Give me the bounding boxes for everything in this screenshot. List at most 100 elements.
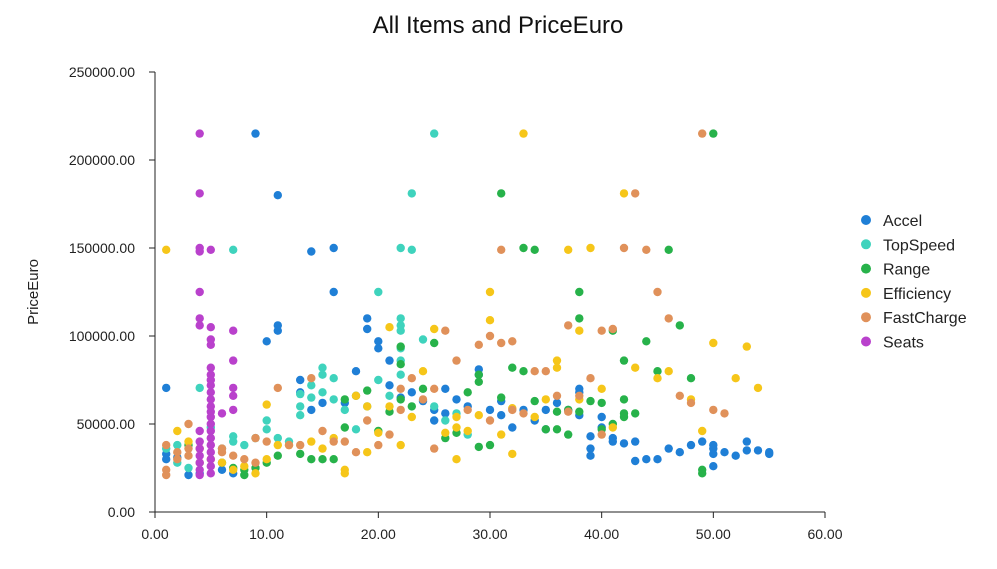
x-tick-label: 10.00 bbox=[249, 526, 284, 542]
data-point bbox=[497, 189, 506, 198]
data-point bbox=[619, 412, 629, 422]
data-point bbox=[474, 411, 483, 420]
data-point bbox=[631, 189, 640, 198]
legend-label: TopSpeed bbox=[883, 237, 955, 254]
data-point bbox=[452, 423, 461, 432]
data-point bbox=[162, 440, 171, 450]
data-point bbox=[485, 287, 495, 297]
data-point bbox=[296, 389, 305, 399]
data-point bbox=[541, 395, 550, 404]
data-point bbox=[385, 356, 394, 365]
data-point bbox=[497, 411, 506, 420]
data-point bbox=[363, 324, 372, 334]
data-point bbox=[162, 245, 171, 254]
data-point bbox=[508, 449, 517, 459]
data-point bbox=[229, 245, 238, 254]
data-point bbox=[664, 314, 673, 323]
data-point bbox=[340, 423, 349, 432]
legend-marker bbox=[861, 287, 871, 298]
data-point bbox=[575, 326, 584, 335]
data-point bbox=[642, 245, 651, 254]
data-point bbox=[441, 326, 450, 335]
data-point bbox=[296, 440, 305, 450]
data-point bbox=[385, 391, 394, 400]
data-point bbox=[430, 324, 439, 334]
data-point bbox=[430, 129, 439, 138]
data-point bbox=[374, 287, 383, 297]
data-point bbox=[653, 455, 662, 464]
data-point bbox=[195, 437, 204, 446]
data-point bbox=[195, 451, 204, 460]
data-point bbox=[206, 433, 215, 443]
data-point bbox=[229, 451, 238, 460]
data-point bbox=[307, 437, 316, 446]
data-point bbox=[363, 448, 372, 457]
data-point bbox=[318, 398, 327, 408]
data-point bbox=[206, 469, 215, 478]
x-tick-label: 50.00 bbox=[696, 526, 731, 542]
data-point bbox=[273, 451, 282, 460]
data-point bbox=[463, 426, 472, 436]
data-point bbox=[497, 393, 506, 402]
data-point bbox=[530, 367, 539, 376]
data-point bbox=[329, 287, 338, 297]
data-point bbox=[251, 458, 260, 467]
legend-label: FastCharge bbox=[883, 310, 967, 327]
data-point bbox=[508, 405, 517, 415]
data-point bbox=[742, 446, 751, 455]
data-point bbox=[642, 455, 651, 464]
data-point bbox=[396, 395, 405, 404]
data-point bbox=[396, 360, 405, 369]
data-point bbox=[485, 405, 495, 415]
data-point bbox=[195, 189, 204, 198]
data-point bbox=[698, 437, 707, 446]
data-point bbox=[430, 384, 439, 393]
data-point bbox=[619, 243, 629, 253]
data-point bbox=[229, 465, 238, 474]
data-point bbox=[363, 386, 372, 395]
data-point bbox=[530, 245, 539, 254]
data-point bbox=[318, 455, 327, 464]
data-point bbox=[441, 409, 450, 418]
data-point bbox=[195, 458, 204, 467]
data-point bbox=[653, 374, 662, 383]
data-point bbox=[519, 367, 528, 376]
data-point bbox=[396, 342, 405, 351]
data-point bbox=[586, 374, 595, 383]
data-point bbox=[251, 433, 260, 443]
data-point bbox=[195, 426, 204, 436]
data-point bbox=[497, 430, 506, 439]
x-tick-label: 30.00 bbox=[472, 526, 507, 542]
legend-marker bbox=[861, 312, 871, 323]
data-point bbox=[195, 314, 204, 323]
data-point bbox=[541, 405, 550, 415]
data-point bbox=[407, 388, 416, 397]
data-point bbox=[508, 423, 517, 432]
data-point bbox=[195, 247, 204, 256]
data-point bbox=[184, 444, 193, 453]
y-tick-label: 100000.00 bbox=[69, 328, 135, 344]
data-point bbox=[709, 449, 718, 459]
data-point bbox=[307, 405, 316, 415]
data-point bbox=[396, 326, 405, 335]
data-point bbox=[318, 370, 327, 379]
data-point bbox=[675, 448, 684, 457]
data-point bbox=[430, 402, 439, 411]
data-point bbox=[597, 412, 606, 422]
data-point bbox=[206, 462, 215, 471]
y-tick-label: 50000.00 bbox=[77, 416, 136, 432]
data-point bbox=[575, 407, 584, 416]
x-tick-label: 40.00 bbox=[584, 526, 619, 542]
data-point bbox=[698, 129, 707, 138]
data-point bbox=[206, 323, 215, 332]
data-point bbox=[351, 425, 361, 434]
data-point bbox=[619, 395, 629, 404]
data-point bbox=[396, 314, 405, 323]
data-point bbox=[329, 243, 338, 253]
data-point bbox=[262, 455, 271, 464]
data-point bbox=[619, 439, 629, 448]
data-point bbox=[463, 405, 472, 415]
data-point bbox=[619, 356, 629, 365]
data-point bbox=[709, 462, 718, 471]
data-point bbox=[497, 338, 506, 348]
